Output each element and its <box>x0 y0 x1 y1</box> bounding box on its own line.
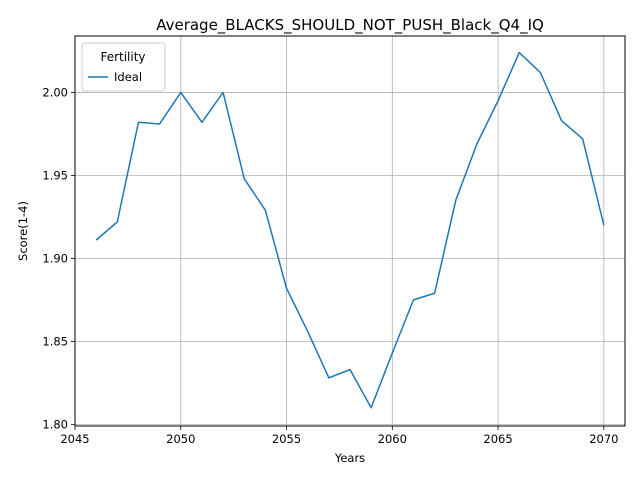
x-tick-label: 2050 <box>166 432 195 446</box>
series-layer <box>95 51 605 409</box>
x-tick-label: 2055 <box>272 432 301 446</box>
x-axis-label: Years <box>334 451 365 465</box>
y-tick-label: 1.95 <box>42 168 68 182</box>
legend-title: Fertility <box>100 50 145 64</box>
x-tick-label: 2045 <box>60 432 89 446</box>
chart-title: Average_BLACKS_SHOULD_NOT_PUSH_Black_Q4_… <box>156 16 544 35</box>
y-axis-label: Score(1-4) <box>16 201 30 261</box>
ticks: 2045 2050 2055 2060 2065 2070 1.80 1.85 1.90 1.95… <box>42 85 618 446</box>
y-tick-label: 1.90 <box>42 251 68 265</box>
x-tick-label: 2065 <box>483 432 512 446</box>
x-tick-label: 2070 <box>589 432 618 446</box>
legend-box <box>81 42 166 92</box>
plot-frame <box>74 35 626 427</box>
y-tick-label: 1.80 <box>42 417 68 431</box>
legend-label-ideal: Ideal <box>114 70 142 84</box>
legend: Fertility Ideal <box>81 42 166 92</box>
series-line-ideal <box>95 51 605 409</box>
y-tick-label: 1.85 <box>42 334 68 348</box>
x-tick-label: 2060 <box>378 432 407 446</box>
grid <box>74 36 625 426</box>
y-tick-label: 2.00 <box>42 85 68 99</box>
